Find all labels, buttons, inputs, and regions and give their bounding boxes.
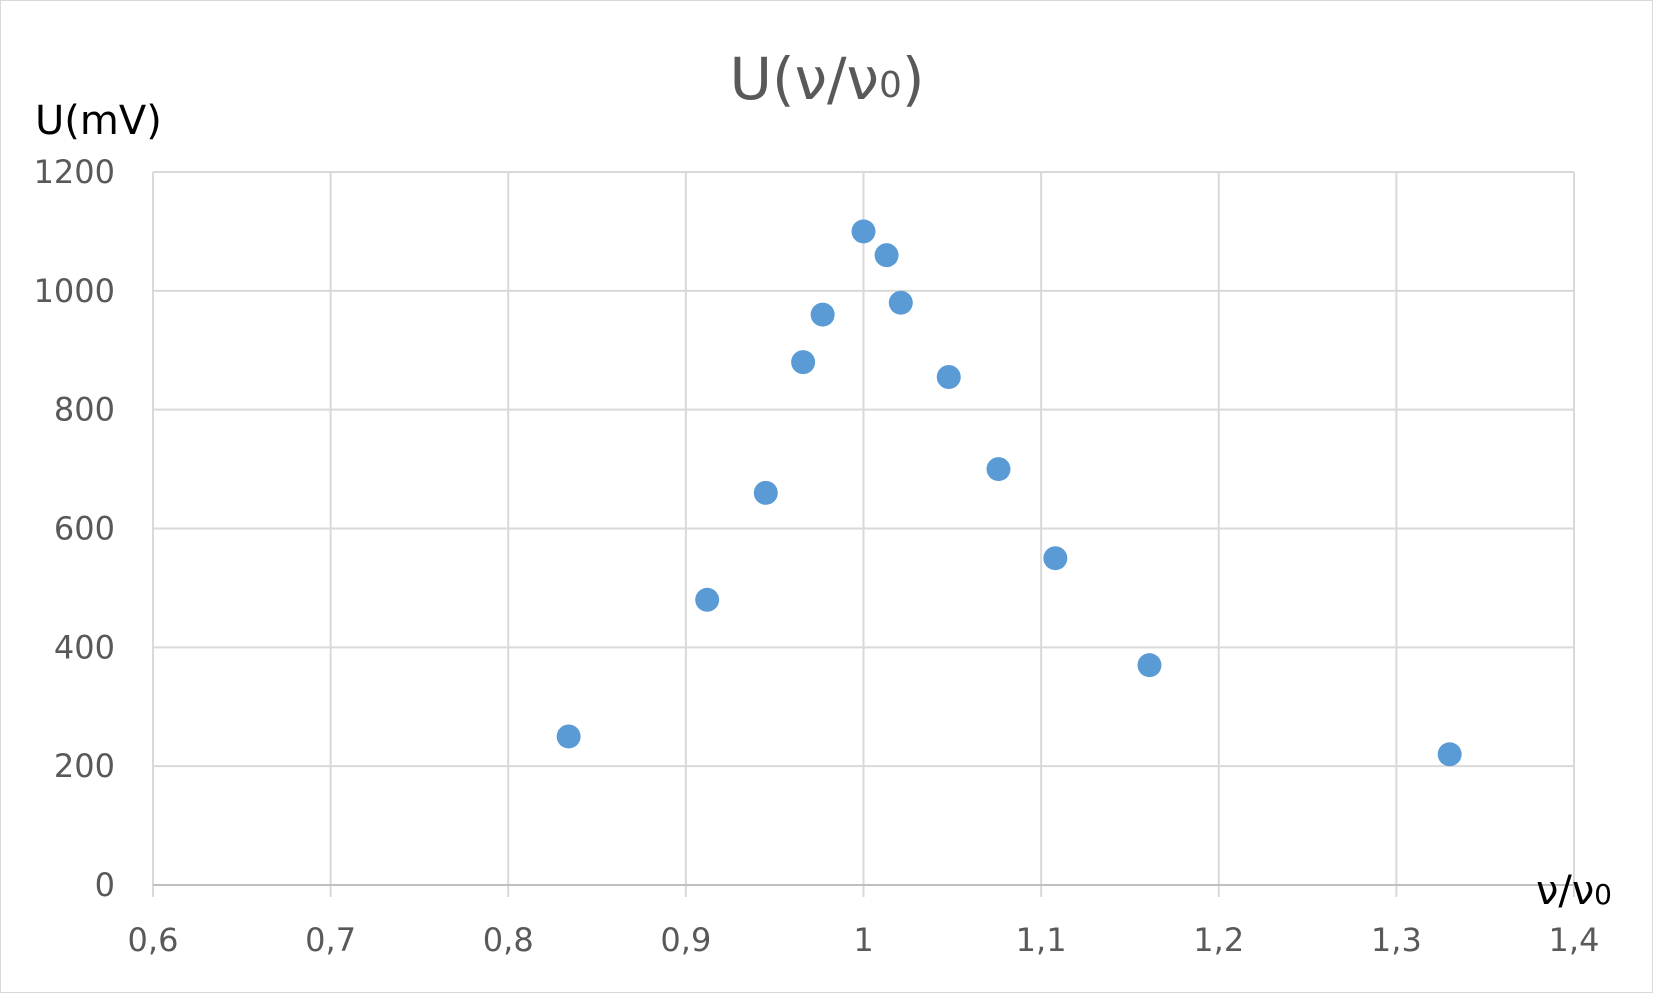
x-tick-label: 0,9 bbox=[660, 921, 711, 959]
x-tick-label: 0,8 bbox=[483, 921, 534, 959]
data-point bbox=[695, 587, 720, 612]
y-axis-label: U(mV) bbox=[35, 98, 162, 144]
x-tick-labels: 0,6 0,7 0,8 0,9 1 1,1 1,2 1,3 1,4 bbox=[128, 921, 1600, 959]
data-point bbox=[753, 480, 778, 505]
data-point bbox=[1437, 742, 1462, 767]
data-point bbox=[810, 302, 835, 327]
data-point bbox=[556, 724, 581, 749]
data-point bbox=[1137, 653, 1162, 678]
x-tick-label: 1,1 bbox=[1016, 921, 1067, 959]
data-point bbox=[791, 350, 816, 375]
y-tick-label: 600 bbox=[54, 510, 115, 548]
x-tick-label: 1,3 bbox=[1371, 921, 1422, 959]
data-point bbox=[1043, 546, 1068, 571]
data-point bbox=[888, 290, 913, 315]
y-tick-label: 400 bbox=[54, 628, 115, 666]
x-tick-label: 0,6 bbox=[128, 921, 179, 959]
data-point bbox=[874, 243, 899, 268]
y-tick-label: 0 bbox=[95, 866, 115, 904]
y-tick-labels: 0 200 400 600 800 1000 1200 bbox=[34, 153, 115, 904]
data-points bbox=[556, 219, 1462, 767]
x-tick-label: 0,7 bbox=[305, 921, 356, 959]
grid-layer bbox=[152, 171, 1575, 897]
x-tick-label: 1,2 bbox=[1193, 921, 1244, 959]
data-point bbox=[851, 219, 876, 244]
y-tick-label: 800 bbox=[54, 391, 115, 429]
y-tick-label: 200 bbox=[54, 747, 115, 785]
x-tick-label: 1 bbox=[853, 921, 873, 959]
chart-title: U(ν/ν0) bbox=[730, 45, 925, 113]
x-axis-label: ν/ν0 bbox=[1536, 868, 1612, 914]
x-tick-label: 1,4 bbox=[1549, 921, 1600, 959]
y-tick-label: 1000 bbox=[34, 272, 115, 310]
y-tick-label: 1200 bbox=[34, 153, 115, 191]
data-point bbox=[986, 457, 1011, 482]
data-point bbox=[936, 364, 961, 389]
